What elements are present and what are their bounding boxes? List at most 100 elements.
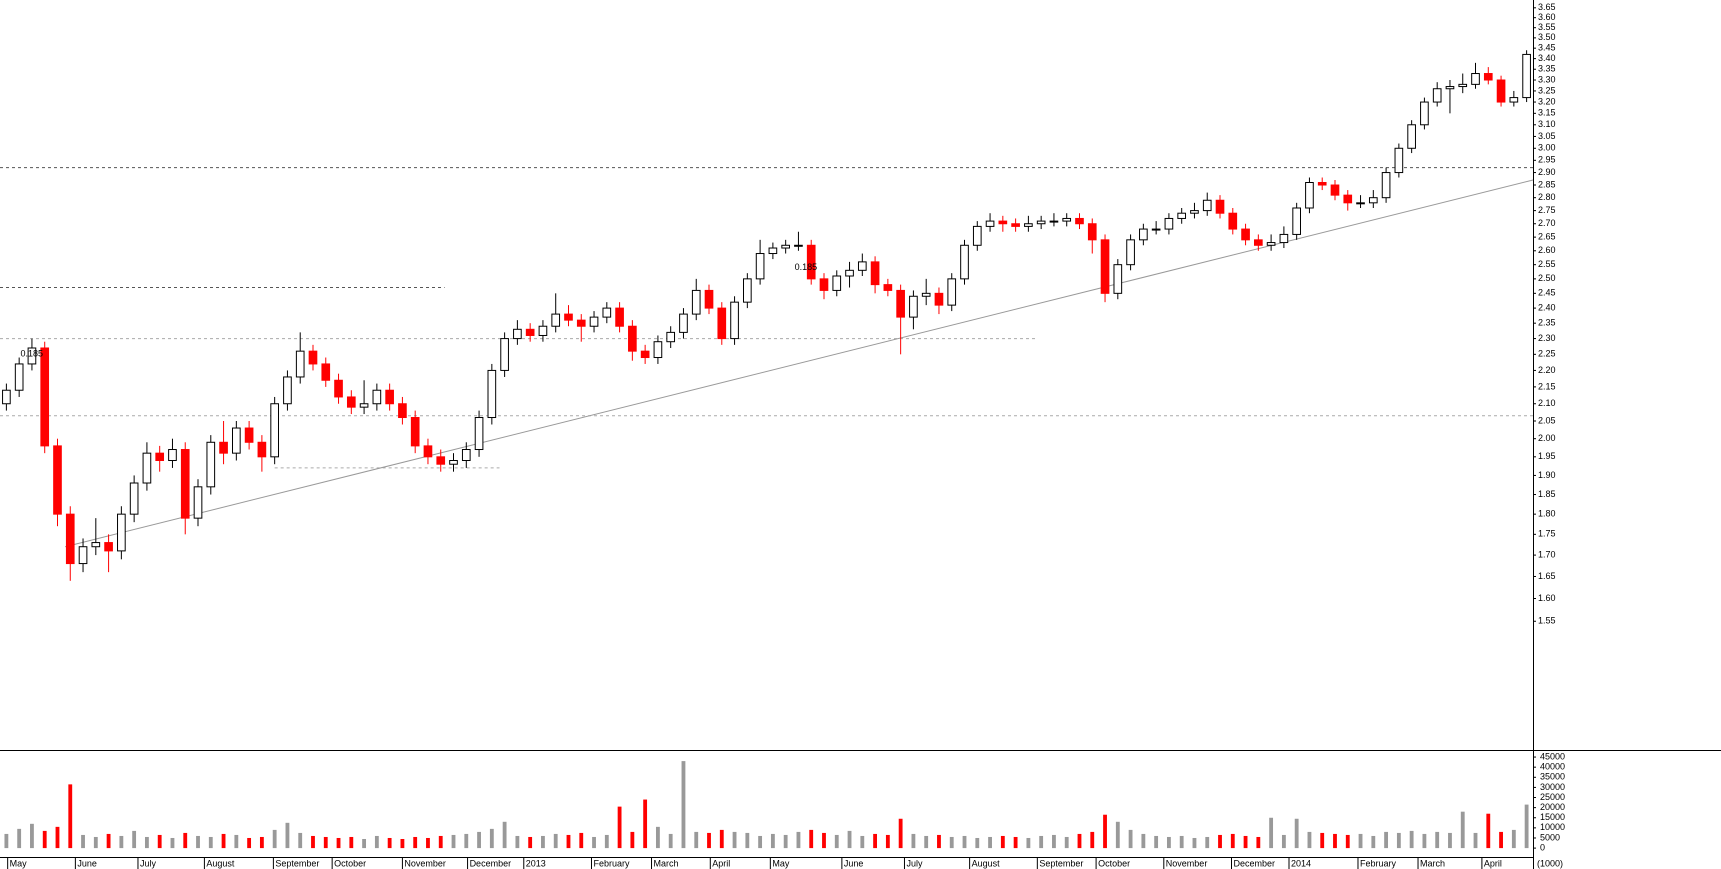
y-tick-label: 5000: [1540, 832, 1560, 842]
y-tick-label: 3.35: [1538, 64, 1556, 74]
x-tick-label: November: [1166, 858, 1208, 868]
candle-body: [372, 389, 382, 405]
candle-body: [1049, 220, 1059, 223]
candle-body: [1445, 86, 1455, 90]
candle-body: [346, 396, 356, 408]
volume-bar: [1422, 833, 1427, 849]
y-tick-label: 2.55: [1538, 259, 1556, 269]
candle-body: [1024, 223, 1033, 227]
candle-body: [551, 313, 561, 327]
candle-body: [1305, 182, 1314, 209]
volume-bar: [1269, 817, 1274, 849]
y-tick-label: 2.45: [1538, 288, 1556, 298]
volume-bar: [311, 835, 315, 849]
volume-bar: [400, 838, 405, 849]
volume-bar: [1320, 832, 1325, 849]
volume-bar: [1243, 835, 1248, 849]
volume-bar: [1524, 804, 1529, 849]
volume-bar: [770, 833, 775, 849]
candle-body: [538, 325, 548, 336]
volume-bar: [1281, 834, 1286, 849]
candle-body: [27, 347, 37, 365]
x-tick-label: March: [654, 858, 679, 868]
candle-body: [921, 292, 931, 297]
volume-bar: [719, 829, 724, 849]
volume-bar: [1448, 832, 1452, 849]
y-tick-label: 20000: [1540, 802, 1565, 812]
candle-body: [1432, 88, 1442, 103]
y-tick-label: 3.05: [1538, 131, 1556, 141]
volume-bar: [975, 837, 980, 849]
candle-body: [576, 319, 586, 327]
volume-bar: [1294, 818, 1299, 849]
volume-bar: [1179, 835, 1184, 849]
y-tick-label: 1.95: [1538, 451, 1556, 461]
y-tick-label: 2.75: [1538, 205, 1556, 215]
volume-bar: [285, 822, 290, 849]
volume-bar: [196, 835, 200, 849]
candle-body: [883, 284, 893, 291]
volume-bar: [1435, 831, 1440, 849]
y-tick-label: 2.25: [1538, 349, 1556, 359]
volume-bar: [1192, 837, 1197, 849]
candle-body: [1496, 79, 1506, 103]
y-tick-label: 3.50: [1538, 32, 1556, 42]
candle-body: [423, 445, 433, 458]
y-tick-label: 2.60: [1538, 245, 1556, 255]
volume-bar: [988, 836, 992, 849]
y-tick-label: 3.45: [1538, 43, 1556, 53]
y-tick-label: 2.80: [1538, 192, 1556, 202]
y-tick-label: 3.60: [1538, 12, 1556, 22]
y-tick-label: 2.85: [1538, 179, 1556, 189]
volume-bar: [387, 837, 392, 849]
y-tick-label: 3.30: [1538, 74, 1556, 84]
volume-bar: [962, 835, 967, 849]
volume-bar: [541, 835, 545, 849]
y-tick-label: 3.10: [1538, 119, 1556, 129]
candle-body: [1381, 172, 1391, 199]
candle-body: [65, 513, 75, 565]
volume-bar: [847, 830, 852, 849]
volume-bar: [1230, 833, 1235, 849]
volume-bar: [30, 823, 34, 849]
volume-bar: [758, 835, 763, 849]
y-tick-label: 2.40: [1538, 302, 1556, 312]
candle-body: [730, 301, 739, 340]
y-tick-label: 30000: [1540, 782, 1565, 792]
volume-bar: [1154, 835, 1159, 849]
x-tick-label: September: [275, 858, 319, 868]
x-tick-label: February: [593, 858, 630, 868]
candle-body: [2, 389, 11, 405]
candle-body: [1292, 207, 1301, 235]
candle-body: [1509, 97, 1519, 103]
volume-bar: [413, 836, 418, 849]
volume-bar: [592, 836, 596, 849]
volume-bar: [873, 833, 878, 849]
x-tick-label: October: [1098, 858, 1130, 868]
volume-bar: [132, 830, 137, 849]
candle-body: [206, 441, 216, 488]
candle-body: [283, 376, 292, 405]
candle-body: [525, 328, 535, 336]
candle-body: [104, 542, 113, 552]
volume-bar: [1103, 814, 1107, 849]
x-tick-label: 2014: [1291, 858, 1311, 868]
y-tick-label: 2.30: [1538, 333, 1556, 343]
candle-body: [1177, 212, 1187, 219]
x-tick-label: November: [404, 858, 446, 868]
candle-body: [1254, 239, 1263, 246]
y-tick-label: 2.50: [1538, 273, 1556, 283]
y-tick-label: 40000: [1540, 762, 1565, 772]
x-tick-label: August: [972, 858, 1001, 868]
volume-bar: [1052, 834, 1056, 849]
candle-body: [129, 482, 139, 515]
volume-bar: [298, 832, 303, 849]
y-tick-label: 1.55: [1538, 616, 1556, 626]
candle-body: [819, 278, 829, 291]
trend-line: [65, 179, 1534, 548]
volume-bar: [617, 806, 622, 849]
volume-bar: [949, 836, 954, 849]
candle-body: [857, 261, 867, 271]
candle-body: [640, 350, 650, 359]
y-tick-label: 3.40: [1538, 53, 1556, 63]
